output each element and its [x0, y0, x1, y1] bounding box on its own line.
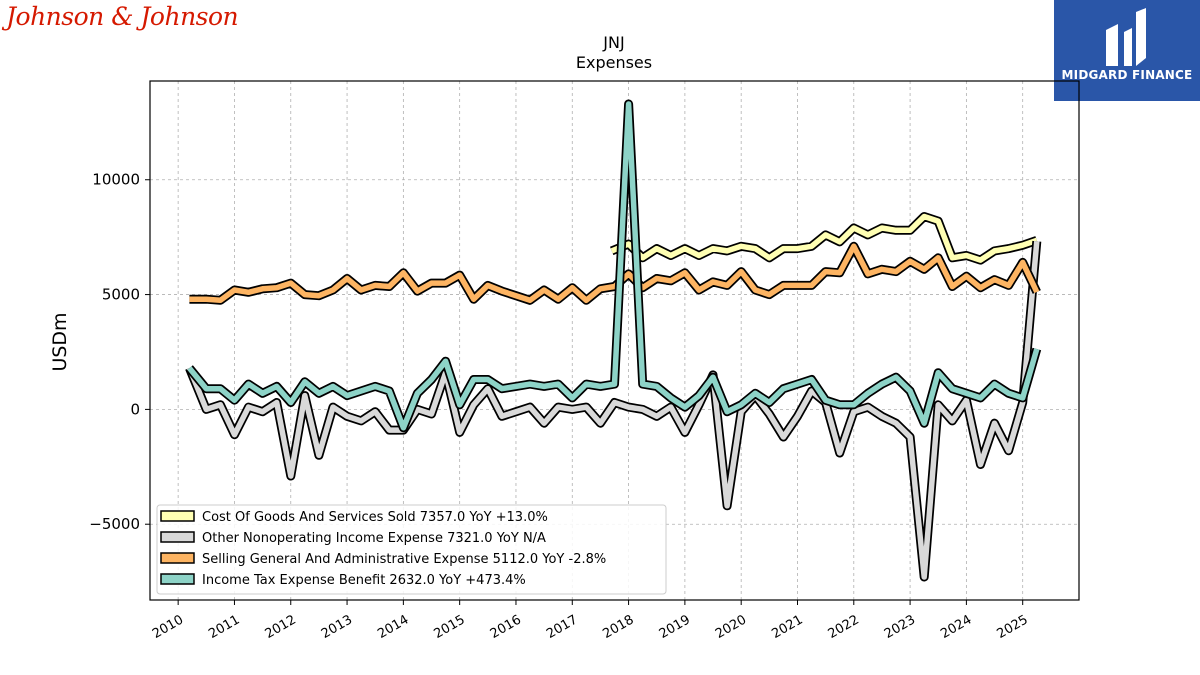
legend-swatch [160, 573, 195, 585]
x-tick-label: 2016 [488, 612, 524, 642]
series-line [610, 213, 1038, 263]
legend-swatch [160, 531, 195, 543]
x-tick-label: 2024 [938, 612, 974, 642]
legend-entry: Selling General And Administrative Expen… [202, 552, 606, 567]
y-tick-label: −5000 [89, 515, 140, 533]
legend-entry: Cost Of Goods And Services Sold 7357.0 Y… [202, 510, 548, 525]
y-axis-ticks: −5000 0 5000 10000 [89, 171, 150, 533]
plot-frame [149, 80, 1080, 601]
x-tick-label: 2023 [882, 612, 918, 642]
x-tick-label: 2021 [769, 612, 805, 642]
series-lines [185, 99, 1042, 582]
chart-subtitle: Expenses [576, 53, 652, 72]
series-line [189, 243, 1040, 304]
series-line [186, 241, 1040, 580]
midgard-mark-icon [1106, 8, 1146, 66]
x-tick-label: 2011 [206, 612, 242, 642]
legend-box [156, 504, 667, 595]
x-axis-ticks: 2010 2011 2012 2013 2014 2015 2016 2017 2018 2019… [150, 600, 1031, 642]
legend-entry: Other Nonoperating Income Expense 7321.0… [202, 531, 546, 546]
x-tick-label: 2014 [375, 612, 411, 642]
y-tick-label: 0 [130, 400, 140, 418]
johnson-and-johnson-logo: Johnson & Johnson [6, 2, 239, 31]
chart-title: JNJ [602, 33, 624, 52]
x-tick-label: 2019 [657, 612, 693, 642]
x-tick-label: 2020 [713, 612, 749, 642]
y-axis-label: USDm [49, 312, 71, 371]
y-tick-label: 5000 [102, 286, 140, 304]
x-tick-label: 2010 [150, 612, 186, 642]
midgard-brand-text: MIDGARD FINANCE [1061, 68, 1193, 82]
x-tick-label: 2015 [432, 612, 468, 642]
legend-entry: Income Tax Expense Benefit 2632.0 YoY +4… [202, 573, 526, 588]
x-tick-label: 2025 [995, 612, 1031, 642]
x-tick-label: 2022 [826, 612, 862, 642]
x-tick-label: 2017 [544, 612, 580, 642]
legend-swatch [160, 510, 195, 522]
x-tick-label: 2018 [600, 612, 636, 642]
midgard-finance-logo: MIDGARD FINANCE [1054, 0, 1200, 101]
y-tick-label: 10000 [92, 171, 140, 189]
x-tick-label: 2013 [319, 612, 355, 642]
series-outline [189, 241, 1041, 305]
x-tick-label: 2012 [263, 612, 299, 642]
legend-swatch [160, 552, 195, 564]
legend: Cost Of Goods And Services Sold 7357.0 Y… [156, 504, 667, 595]
series-line [187, 101, 1040, 431]
